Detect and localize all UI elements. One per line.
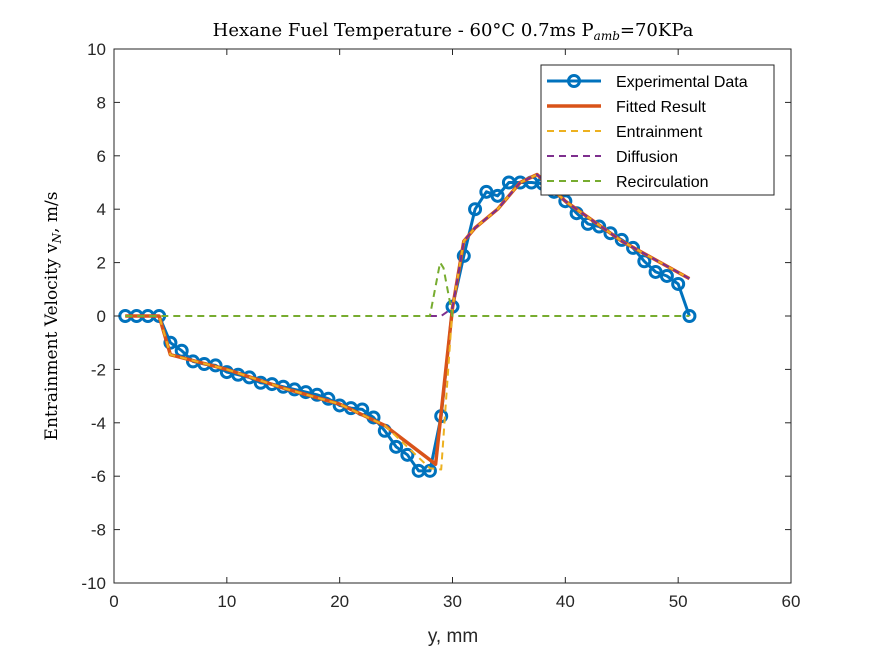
x-tick-label: 40 — [556, 592, 575, 611]
data-point — [490, 188, 505, 203]
x-tick-label: 0 — [109, 592, 118, 611]
y-tick-label: 10 — [87, 40, 106, 59]
y-axis-label: Entrainment Velocity vN, m/s — [42, 192, 64, 441]
data-point — [468, 202, 483, 217]
x-tick-label: 30 — [443, 592, 462, 611]
legend: Experimental Data Fitted Result Entrainmen… — [540, 64, 775, 196]
series-diffusion — [429, 173, 690, 317]
series-recirculation — [125, 261, 690, 317]
data-point — [682, 309, 697, 323]
y-tick-label: 2 — [97, 254, 106, 273]
x-tick-label: 50 — [669, 592, 688, 611]
x-tick-label: 10 — [217, 592, 236, 611]
data-point — [626, 240, 641, 255]
y-tick-label: -2 — [91, 360, 106, 379]
series-line-recirculation — [125, 261, 690, 317]
data-point — [671, 276, 686, 291]
legend-label-diffusion: Diffusion — [616, 149, 678, 166]
data-point — [648, 264, 663, 279]
y-tick-label: 8 — [97, 93, 106, 112]
legend-label-entrainment: Entrainment — [616, 124, 703, 141]
data-point — [422, 463, 437, 478]
legend-box — [540, 64, 775, 196]
data-point — [479, 184, 494, 199]
chart-title: Hexane Fuel Temperature - 60°C 0.7ms Pam… — [213, 20, 694, 43]
axes-layer: 0 10 20 30 40 50 60 -10 -8 -6 -4 -2 0 2 4 6 8 10 — [81, 40, 800, 611]
legend-marker-experimental-data — [567, 74, 581, 88]
y-tick-label: 6 — [97, 147, 106, 166]
series-layer — [118, 172, 697, 478]
data-point — [637, 254, 652, 269]
y-tick-label: -4 — [91, 414, 106, 433]
legend-label-experimental-data: Experimental Data — [616, 74, 748, 91]
x-tick-label: 60 — [782, 592, 801, 611]
legend-label-fitted-result: Fitted Result — [616, 99, 706, 116]
x-axis-label: y, mm — [428, 626, 478, 647]
y-tick-label: 0 — [97, 307, 106, 326]
y-tick-label: 4 — [97, 200, 106, 219]
data-point — [389, 439, 404, 454]
data-point — [592, 219, 607, 234]
series-line-diffusion — [429, 173, 690, 317]
legend-label-recirculation: Recirculation — [616, 174, 708, 191]
y-tick-label: -8 — [91, 521, 106, 540]
data-point — [603, 226, 618, 241]
y-tick-label: -10 — [81, 574, 106, 593]
y-tick-label: -6 — [91, 467, 106, 486]
x-tick-label: 20 — [330, 592, 349, 611]
data-point — [614, 232, 629, 247]
data-point — [659, 268, 674, 283]
data-point — [558, 194, 573, 209]
data-point — [163, 335, 178, 350]
data-point — [400, 447, 415, 462]
